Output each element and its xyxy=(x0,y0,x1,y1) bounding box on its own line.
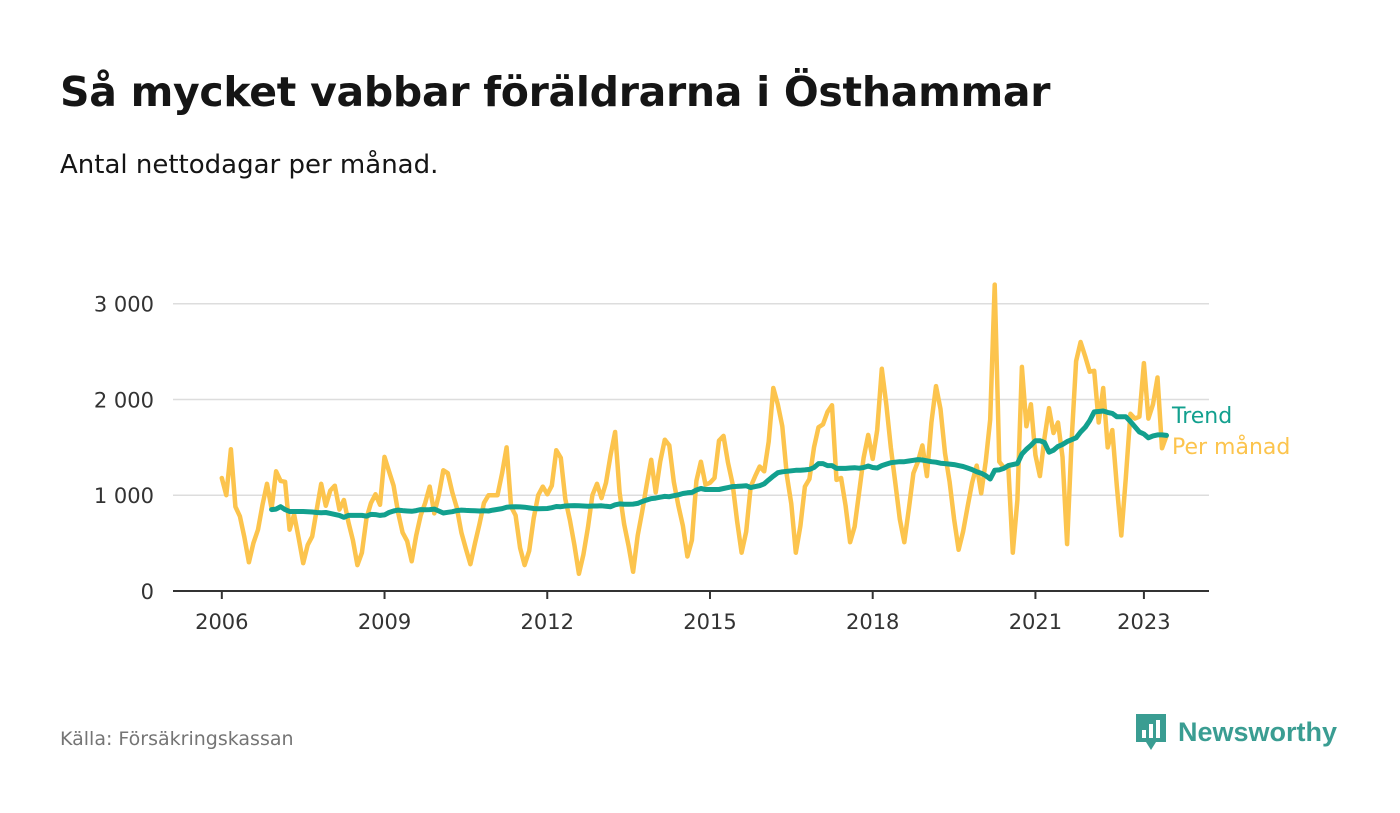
gridlines xyxy=(173,302,1209,496)
newsworthy-brand[interactable]: Newsworthy xyxy=(1134,712,1337,752)
y-tick-label: 3 000 xyxy=(94,293,154,317)
x-tick-label: 2018 xyxy=(846,610,899,634)
chart-subtitle: Antal nettodagar per månad. xyxy=(60,150,439,180)
x-tick-label: 2006 xyxy=(195,610,248,634)
series-line-per-m-nad xyxy=(219,282,1169,577)
y-tick-label: 1 000 xyxy=(94,484,154,508)
chart-title: Så mycket vabbar föräldrarna i Östhammar xyxy=(60,68,1051,116)
y-axis-ticks: 0 1 000 2 000 3 000 xyxy=(94,293,154,604)
x-tick-label: 2012 xyxy=(521,610,574,634)
y-tick-label: 0 xyxy=(141,580,154,604)
x-tick-label: 2021 xyxy=(1009,610,1062,634)
x-tick-label: 2015 xyxy=(683,610,736,634)
x-axis: 2006 2009 2012 2015 2018 2021 2023 xyxy=(173,590,1209,634)
series-line-trend xyxy=(269,408,1169,520)
newsworthy-logo-icon xyxy=(1135,714,1166,750)
x-tick-label: 2023 xyxy=(1117,610,1170,634)
legend: Trend Per månad xyxy=(1171,404,1290,460)
source-note: Källa: Försäkringskassan xyxy=(60,728,294,750)
legend-label-trend: Trend xyxy=(1171,404,1232,429)
legend-label-per-m-nad: Per månad xyxy=(1172,434,1290,460)
brand-name: Newsworthy xyxy=(1177,716,1337,747)
x-tick-label: 2009 xyxy=(358,610,411,634)
y-tick-label: 2 000 xyxy=(94,388,154,412)
series-layer xyxy=(219,282,1169,577)
